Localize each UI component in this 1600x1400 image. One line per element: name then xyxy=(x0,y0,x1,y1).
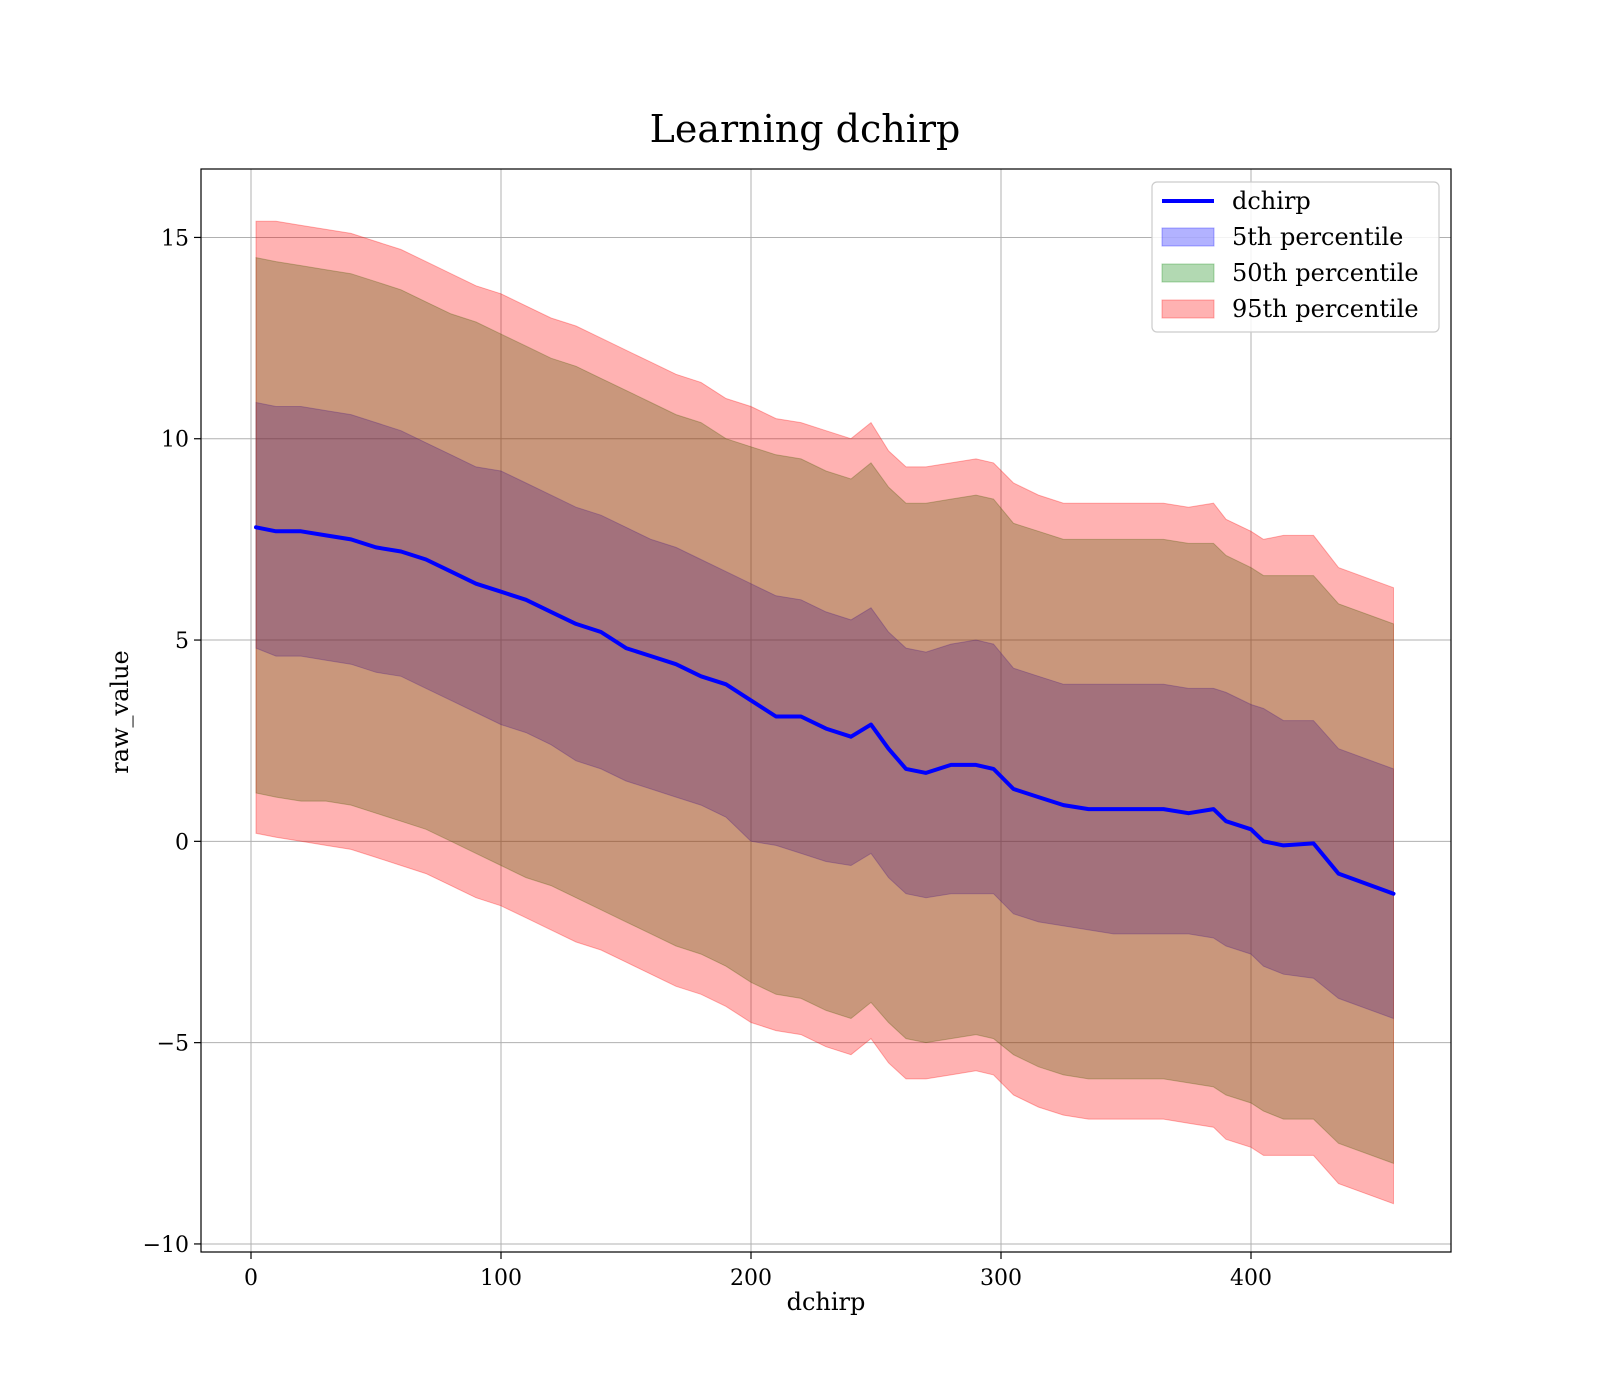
legend-label-95th-percentile: 95th percentile xyxy=(1232,295,1419,323)
x-tick-label: 100 xyxy=(480,1266,522,1291)
y-axis-ticks: −10 −5 0 5 10 15 xyxy=(143,226,201,1258)
percentile-bands xyxy=(255,220,1394,1205)
x-axis-ticks: 0 100 200 300 400 xyxy=(244,1252,1272,1291)
y-tick-label: 15 xyxy=(161,226,189,251)
x-tick-label: 200 xyxy=(730,1266,772,1291)
band-95th-percentile xyxy=(255,220,1394,1205)
legend-swatch-5th-percentile xyxy=(1161,227,1215,247)
y-tick-label: −5 xyxy=(157,1032,189,1057)
legend-swatch-95th-percentile xyxy=(1161,299,1215,319)
x-tick-label: 300 xyxy=(980,1266,1022,1291)
legend: dchirp 5th percentile 50th percentile 95… xyxy=(1151,181,1440,333)
chart-title: Learning dchirp xyxy=(650,107,961,151)
y-tick-label: 5 xyxy=(175,629,189,654)
line-dchirp xyxy=(254,525,1396,896)
x-tick-label: 0 xyxy=(244,1266,258,1291)
legend-frame xyxy=(1151,181,1440,333)
y-axis-label: raw_value xyxy=(106,650,134,774)
legend-swatch-50th-percentile xyxy=(1161,263,1215,283)
legend-label-50th-percentile: 50th percentile xyxy=(1232,259,1419,287)
y-tick-label: −10 xyxy=(143,1233,189,1258)
x-axis-label: dchirp xyxy=(787,1288,866,1316)
legend-label-5th-percentile: 5th percentile xyxy=(1232,223,1403,251)
band-50th-percentile xyxy=(255,256,1394,1165)
series-lines xyxy=(254,525,1396,896)
x-tick-label: 400 xyxy=(1230,1266,1272,1291)
y-tick-label: 0 xyxy=(175,830,189,855)
plot-frame xyxy=(200,168,1452,1253)
legend-label-dchirp: dchirp xyxy=(1232,187,1311,215)
band-5th-percentile xyxy=(255,401,1394,1020)
y-tick-label: 10 xyxy=(161,428,189,453)
